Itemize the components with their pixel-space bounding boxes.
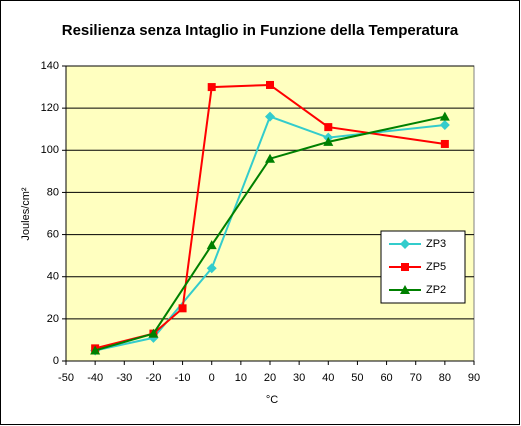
y-tick-label: 140 xyxy=(41,60,59,72)
x-tick-label: -50 xyxy=(58,372,74,384)
marker xyxy=(265,153,275,163)
y-tick-label: 80 xyxy=(47,186,59,198)
x-tick-label: 90 xyxy=(468,372,480,384)
marker xyxy=(439,111,450,121)
marker xyxy=(206,240,217,250)
x-tick-label: 70 xyxy=(410,372,422,384)
y-axis-label: Joules/cm² xyxy=(20,187,32,241)
marker xyxy=(265,111,275,122)
series-line xyxy=(94,115,445,352)
marker xyxy=(323,136,334,146)
x-tick-label: 60 xyxy=(380,372,392,384)
x-tick-label: 20 xyxy=(264,372,276,384)
marker xyxy=(440,139,449,148)
x-tick-label: 30 xyxy=(293,372,305,384)
marker xyxy=(400,285,410,294)
y-tick-label: 60 xyxy=(47,228,59,240)
marker xyxy=(207,83,216,92)
series-line xyxy=(94,115,446,352)
x-tick-label: -10 xyxy=(175,372,191,384)
marker xyxy=(401,263,409,271)
marker xyxy=(266,80,274,89)
x-tick-label: -40 xyxy=(87,372,103,384)
marker xyxy=(439,120,450,130)
legend-label: ZP2 xyxy=(426,284,446,296)
y-tick-label: 20 xyxy=(47,313,59,325)
legend-label: ZP3 xyxy=(426,238,446,250)
x-tick-label: -30 xyxy=(116,372,132,384)
y-tick-label: 100 xyxy=(41,144,59,156)
marker xyxy=(148,328,159,338)
x-tick-label: 10 xyxy=(235,372,247,384)
marker xyxy=(324,123,333,132)
y-tick-label: 40 xyxy=(47,271,59,283)
y-tick-label: 120 xyxy=(41,102,59,114)
x-tick-label: 50 xyxy=(351,372,363,384)
legend-label: ZP5 xyxy=(426,261,446,273)
x-tick-label: 80 xyxy=(439,372,451,384)
x-tick-label: -20 xyxy=(145,372,161,384)
y-tick-label: 0 xyxy=(53,355,59,367)
plot-area xyxy=(65,65,475,362)
x-tick-label: 40 xyxy=(322,372,334,384)
chart-title: Resilienza senza Intaglio in Funzione de… xyxy=(62,22,459,39)
marker xyxy=(400,239,410,249)
x-tick-label: 0 xyxy=(209,372,215,384)
marker xyxy=(90,345,101,355)
marker xyxy=(178,304,187,313)
x-axis-label: °C xyxy=(266,394,278,406)
marker xyxy=(206,263,217,274)
